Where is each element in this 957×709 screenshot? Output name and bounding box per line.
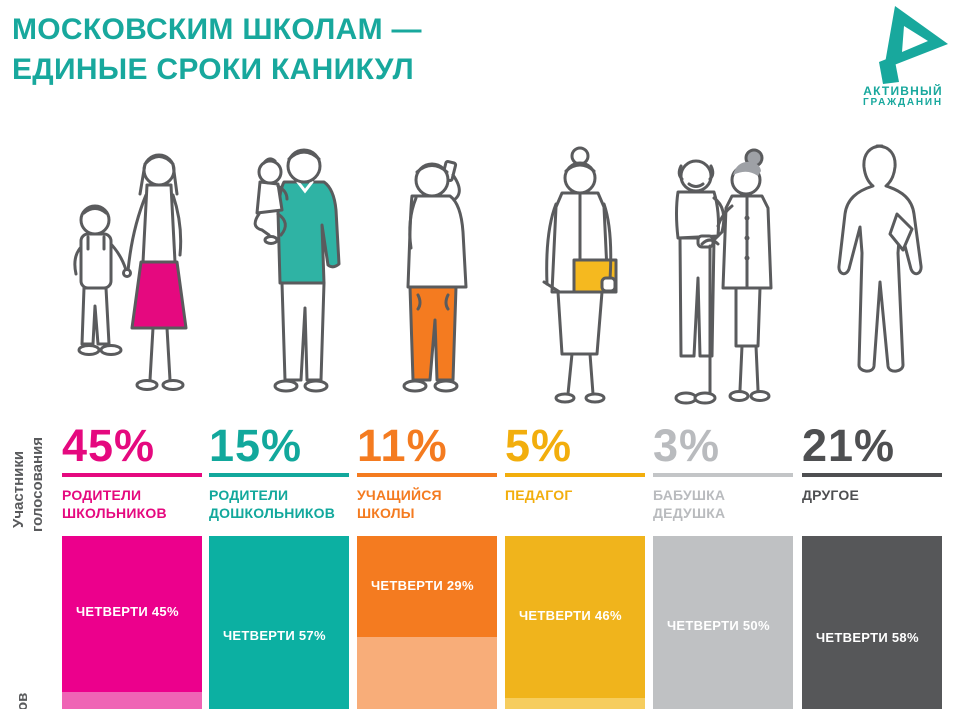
category-label-grandparents: БАБУШКА ДЕДУШКА <box>653 486 725 522</box>
participant-pct-parents-preschoolers: 15% <box>209 420 303 471</box>
bar-segment-2 <box>62 692 202 709</box>
active-citizen-logo-icon <box>879 6 948 84</box>
bar-school-student: ЧЕТВЕРТИ 29% <box>357 536 497 709</box>
figure-father-with-toddler <box>204 140 354 410</box>
divider <box>653 473 793 477</box>
axis-label-participants-line2: голосования <box>29 436 46 532</box>
bar-segment-top <box>653 536 793 709</box>
divider <box>209 473 349 477</box>
page-title-line1: МОСКОВСКИМ ШКОЛАМ — <box>12 13 422 46</box>
bar-value-label: ЧЕТВЕРТИ 46% <box>519 608 622 623</box>
bar-value-label: ЧЕТВЕРТИ 50% <box>667 618 770 633</box>
bar-segment-top <box>357 536 497 637</box>
category-line2: ШКОЛЫ <box>357 505 415 521</box>
page-title-line2: ЕДИНЫЕ СРОКИ КАНИКУЛ <box>12 53 414 86</box>
category-line1: БАБУШКА <box>653 487 726 503</box>
figure-teacher-with-folder <box>500 140 650 410</box>
bar-parents-preschoolers: ЧЕТВЕРТИ 57% <box>209 536 349 709</box>
bar-segment-top <box>802 536 942 709</box>
category-line1: УЧАЩИЙСЯ <box>357 487 442 503</box>
bar-value-label: ЧЕТВЕРТИ 45% <box>76 604 179 619</box>
category-line1: РОДИТЕЛИ <box>62 487 142 503</box>
logo-text-line2: ГРАЖДАНИН <box>863 97 943 108</box>
bar-segment-top <box>505 536 645 698</box>
figure-grandparents <box>648 140 798 410</box>
bar-value-label: ЧЕТВЕРТИ 57% <box>223 628 326 643</box>
bar-teacher: ЧЕТВЕРТИ 46% <box>505 536 645 709</box>
divider <box>62 473 202 477</box>
bar-segment-top <box>62 536 202 692</box>
logo-text-line1: АКТИВНЫЙ <box>863 84 943 98</box>
category-label-teacher: ПЕДАГОГ <box>505 486 572 504</box>
participant-pct-grandparents: 3% <box>653 420 721 471</box>
category-line1: ДРУГОЕ <box>802 487 860 503</box>
bar-segment-top <box>209 536 349 709</box>
bar-segment-2 <box>357 637 497 709</box>
category-line1: ПЕДАГОГ <box>505 487 573 503</box>
category-line2: ДЕДУШКА <box>653 505 726 521</box>
category-label-other: ДРУГОЕ <box>802 486 859 504</box>
divider <box>802 473 942 477</box>
axis-label-participants-line1: Участники <box>10 450 27 528</box>
category-line2: ДОШКОЛЬНИКОВ <box>209 505 336 521</box>
category-label-parents-preschoolers: РОДИТЕЛИ ДОШКОЛЬНИКОВ <box>209 486 335 522</box>
bar-segment-2 <box>505 698 645 709</box>
figure-silhouette-other <box>797 140 947 410</box>
bar-grandparents: ЧЕТВЕРТИ 50% <box>653 536 793 709</box>
axis-label-votes-bottom: % голосов <box>14 693 31 709</box>
participant-pct-parents-schoolkids: 45% <box>62 420 156 471</box>
bar-other: ЧЕТВЕРТИ 58% <box>802 536 942 709</box>
participant-pct-other: 21% <box>802 420 896 471</box>
category-line1: РОДИТЕЛИ <box>209 487 289 503</box>
category-line2: ШКОЛЬНИКОВ <box>62 505 167 521</box>
figure-student-with-phone <box>352 140 502 410</box>
category-label-parents-schoolkids: РОДИТЕЛИ ШКОЛЬНИКОВ <box>62 486 167 522</box>
bar-value-label: ЧЕТВЕРТИ 58% <box>816 630 919 645</box>
participant-pct-teacher: 5% <box>505 420 573 471</box>
bar-parents-schoolkids: ЧЕТВЕРТИ 45% <box>62 536 202 709</box>
figure-mother-with-schoolboy <box>57 140 207 410</box>
divider <box>357 473 497 477</box>
participant-pct-school-student: 11% <box>357 420 448 471</box>
divider <box>505 473 645 477</box>
bar-value-label: ЧЕТВЕРТИ 29% <box>371 578 474 593</box>
category-label-school-student: УЧАЩИЙСЯ ШКОЛЫ <box>357 486 442 522</box>
